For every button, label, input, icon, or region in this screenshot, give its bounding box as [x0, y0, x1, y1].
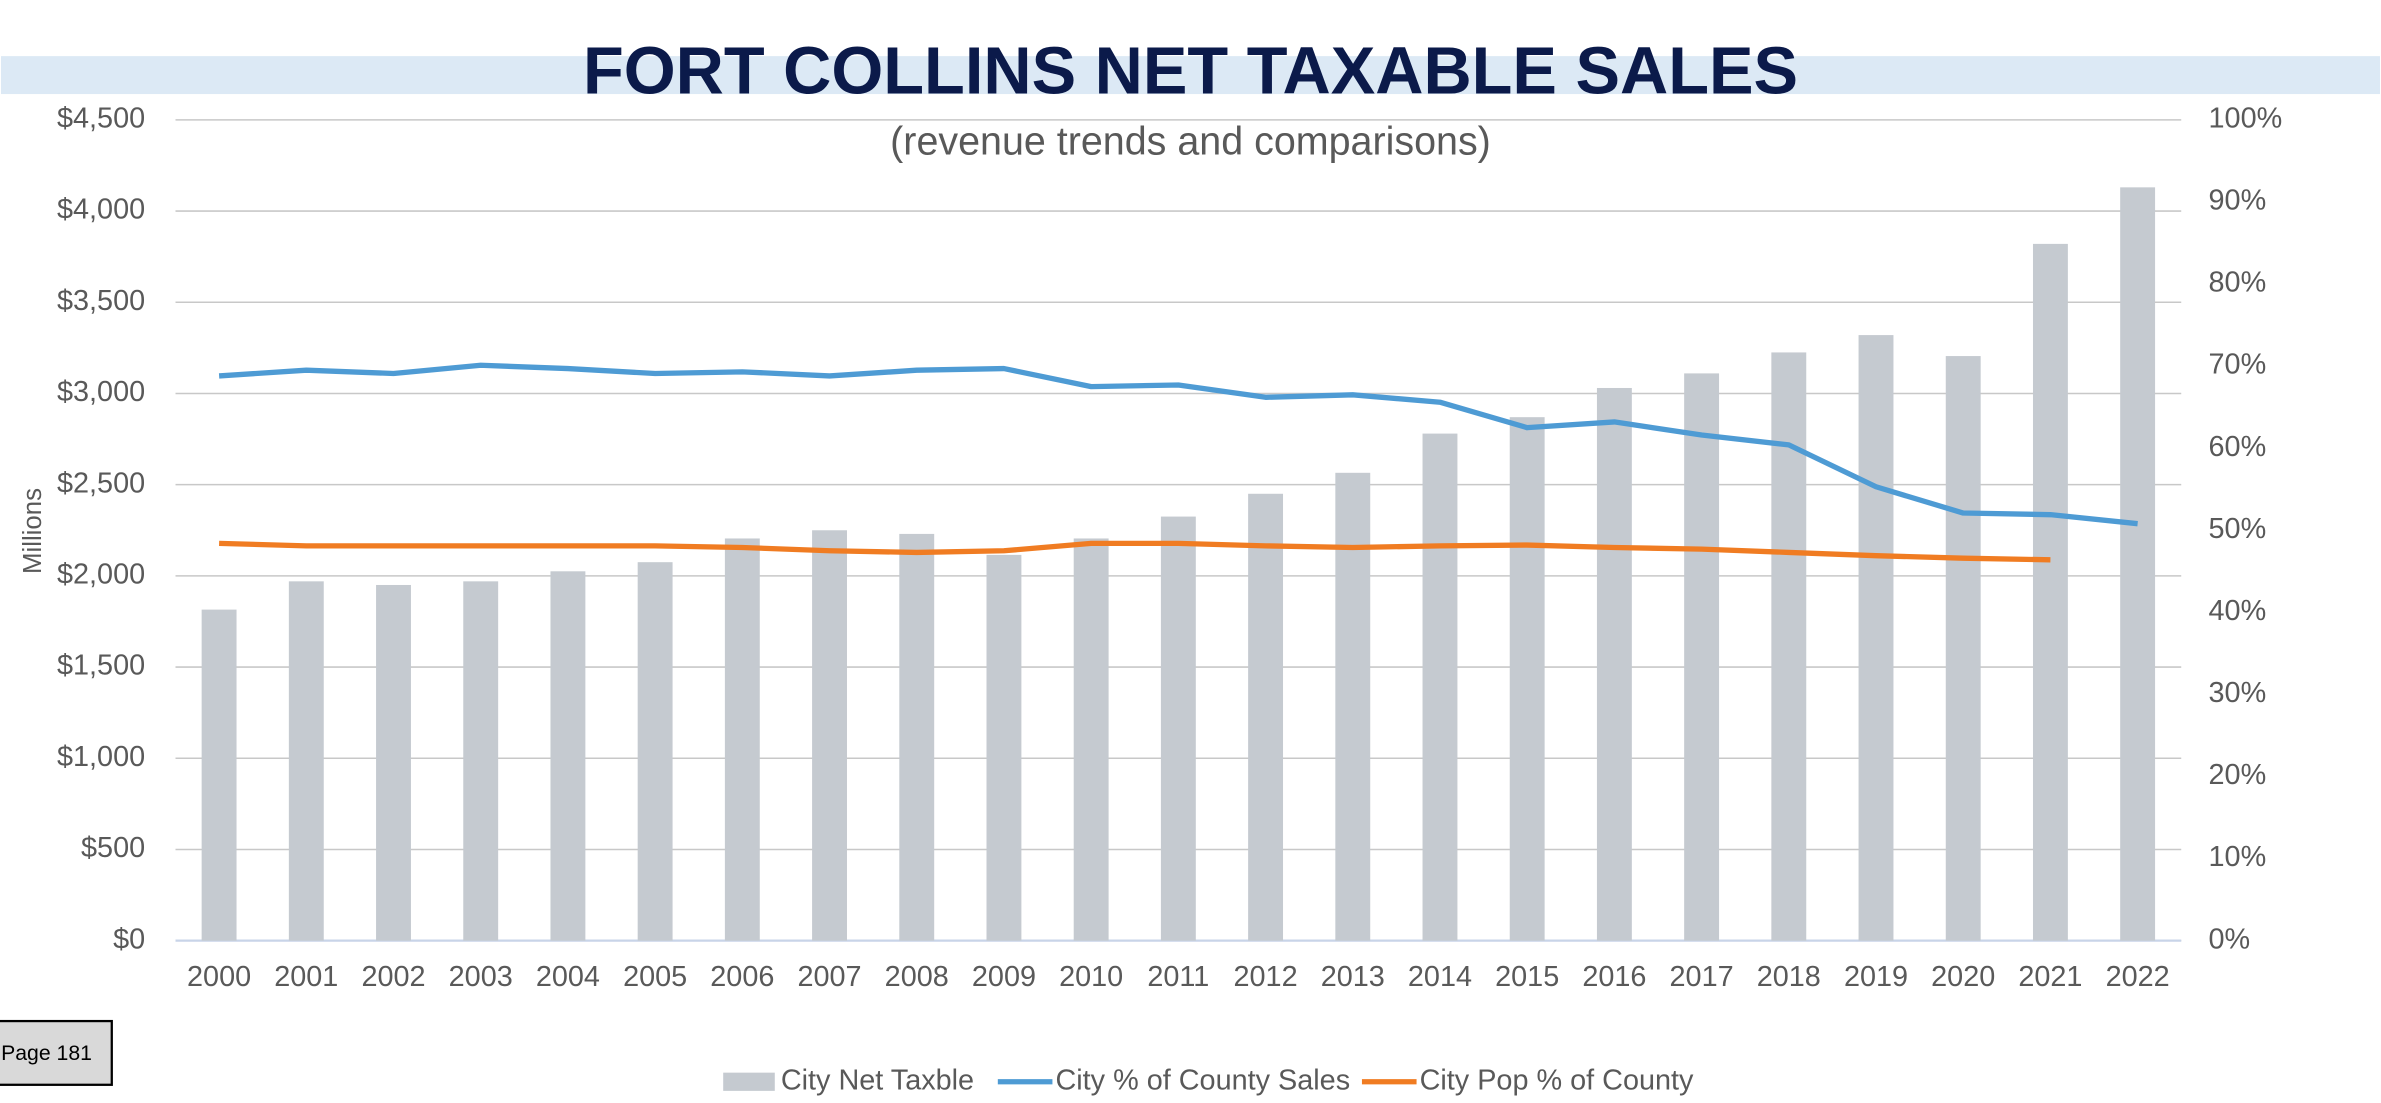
y-axis-label: Millions [19, 488, 47, 574]
y2-tick-label: 40% [2209, 595, 2267, 627]
y-tick-label: $3,500 [57, 285, 145, 317]
y-tick-label: $4,500 [57, 102, 145, 134]
x-tick-label: 2007 [797, 961, 861, 993]
x-tick-label: 2002 [361, 961, 425, 993]
y-tick-label: $3,000 [57, 376, 145, 408]
x-tick-label: 2017 [1670, 961, 1734, 993]
bar [1509, 417, 1545, 941]
bar [724, 538, 760, 941]
bar [1160, 516, 1196, 941]
x-tick-label: 2005 [623, 961, 687, 993]
page-label-box [0, 1019, 113, 1086]
x-tick-label: 2015 [1495, 961, 1559, 993]
y2-tick-label: 30% [2209, 677, 2267, 709]
y-tick-label: $4,000 [57, 194, 145, 226]
legend-label: City Pop % of County [1420, 1064, 1694, 1096]
x-tick-label: 2022 [2106, 961, 2170, 993]
bar [637, 562, 673, 941]
x-tick-label: 2021 [2018, 961, 2082, 993]
x-tick-label: 2004 [536, 961, 600, 993]
y2-tick-label: 80% [2209, 267, 2267, 299]
x-tick-label: 2018 [1757, 961, 1821, 993]
line [219, 540, 2051, 563]
x-tick-label: 2001 [274, 961, 338, 993]
bar [1073, 538, 1109, 941]
line [218, 362, 2138, 527]
y-tick-label: $500 [81, 832, 145, 864]
bar [986, 554, 1022, 941]
y-tick-label: $2,000 [57, 558, 145, 590]
chart-subtitle: (revenue trends and comparisons) [890, 120, 1491, 164]
legend-label: City % of County Sales [1055, 1064, 1350, 1096]
bar [550, 571, 586, 941]
x-tick-label: 2016 [1582, 961, 1646, 993]
bar [812, 530, 847, 941]
x-tick-label: 2010 [1059, 961, 1123, 993]
bar [1684, 373, 1720, 941]
bar [1858, 335, 1894, 941]
bar [1596, 387, 1632, 941]
legend-label: City Net Taxble [781, 1064, 974, 1096]
bar [1335, 472, 1371, 941]
x-tick-label: 2019 [1844, 961, 1908, 993]
x-tick-label: 2011 [1147, 961, 1209, 993]
bar [899, 533, 935, 941]
y-tick-label: $1,000 [57, 741, 145, 773]
legend-swatch [723, 1072, 775, 1091]
y2-tick-label: 100% [2209, 102, 2283, 134]
x-tick-label: 2009 [972, 961, 1036, 993]
y2-tick-label: 60% [2209, 431, 2267, 463]
bar [201, 609, 237, 941]
x-tick-label: 2020 [1931, 961, 1995, 993]
page-label: Page 181 [1, 1041, 92, 1065]
bar [2120, 187, 2156, 941]
x-tick-label: 2013 [1321, 961, 1385, 993]
y2-tick-label: 0% [2209, 923, 2251, 955]
bar [288, 581, 324, 941]
y2-tick-label: 50% [2209, 513, 2267, 545]
bar [1422, 433, 1458, 941]
y2-tick-label: 10% [2209, 841, 2267, 873]
y2-tick-label: 20% [2209, 759, 2267, 791]
x-tick-label: 2003 [449, 961, 513, 993]
y-tick-label: $0 [113, 923, 145, 955]
chart-title: FORT COLLINS NET TAXABLE SALES [583, 34, 1798, 108]
bar [1945, 356, 1981, 941]
x-tick-label: 2012 [1234, 961, 1298, 993]
bar [1248, 493, 1284, 941]
y2-tick-label: 90% [2209, 185, 2267, 217]
y-tick-label: $2,500 [57, 467, 145, 499]
bar [2032, 243, 2068, 941]
y-tick-label: $1,500 [57, 650, 145, 682]
x-tick-label: 2014 [1408, 961, 1472, 993]
bar [1771, 352, 1807, 941]
x-tick-label: 2008 [885, 961, 949, 993]
bar [376, 584, 411, 941]
y2-tick-label: 70% [2209, 349, 2267, 381]
bar [463, 581, 499, 941]
x-tick-label: 2006 [710, 961, 774, 993]
x-tick-label: 2000 [187, 961, 251, 993]
title-band [1, 56, 2380, 95]
